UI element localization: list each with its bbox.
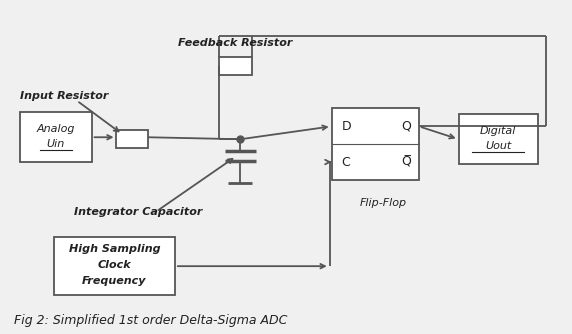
FancyBboxPatch shape	[459, 115, 538, 164]
FancyBboxPatch shape	[54, 237, 175, 295]
Text: Fig 2: Simplified 1st order Delta-Sigma ADC: Fig 2: Simplified 1st order Delta-Sigma …	[14, 314, 288, 327]
Text: C: C	[341, 156, 350, 169]
FancyBboxPatch shape	[20, 113, 92, 162]
Text: Analog: Analog	[37, 124, 75, 134]
Text: High Sampling: High Sampling	[69, 244, 160, 254]
FancyBboxPatch shape	[219, 57, 252, 75]
Text: Uin: Uin	[47, 139, 65, 149]
Text: Frequency: Frequency	[82, 276, 146, 286]
Text: Digital: Digital	[480, 126, 517, 136]
Text: Uout: Uout	[485, 141, 511, 151]
Text: Integrator Capacitor: Integrator Capacitor	[74, 207, 202, 217]
Text: Q̅: Q̅	[401, 156, 411, 169]
Text: Feedback Resistor: Feedback Resistor	[178, 38, 293, 48]
FancyBboxPatch shape	[332, 109, 419, 180]
FancyBboxPatch shape	[117, 130, 148, 148]
Text: Clock: Clock	[98, 260, 131, 270]
Text: Input Resistor: Input Resistor	[20, 91, 109, 101]
Text: Flip-Flop: Flip-Flop	[360, 198, 407, 208]
Text: D: D	[341, 120, 351, 133]
Text: Q: Q	[401, 120, 411, 133]
